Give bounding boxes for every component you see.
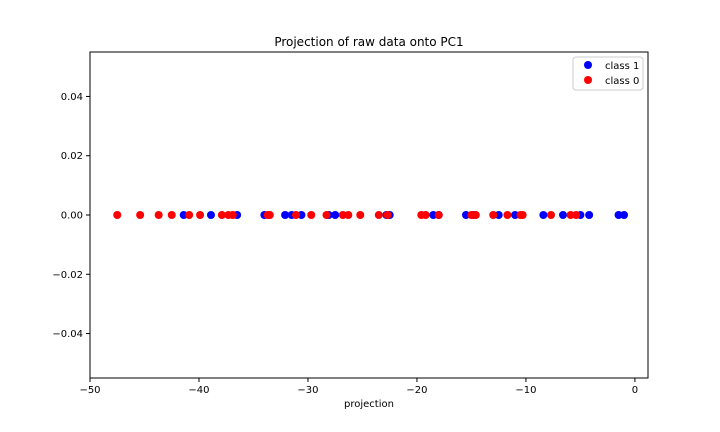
x-tick-label: −40 [188, 385, 209, 396]
point-class-1 [585, 211, 594, 219]
point-class-0 [228, 211, 237, 219]
legend-label-class-1: class 1 [605, 61, 639, 72]
y-tick-label: −0.04 [52, 329, 83, 340]
point-class-0 [344, 211, 353, 219]
x-axis-label: projection [344, 399, 394, 410]
point-class-0 [489, 211, 498, 219]
x-tick-label: −50 [79, 385, 100, 396]
point-class-0 [217, 211, 226, 219]
point-class-0 [263, 211, 272, 219]
y-tick-label: 0.02 [61, 151, 83, 162]
point-class-0 [167, 211, 176, 219]
point-class-0 [572, 211, 581, 219]
point-class-1 [281, 211, 290, 219]
legend-marker-class-0 [584, 76, 592, 84]
point-class-0 [136, 211, 145, 219]
point-class-0 [154, 211, 163, 219]
point-class-0 [421, 211, 430, 219]
point-class-1 [620, 211, 629, 219]
point-class-0 [196, 211, 205, 219]
point-class-1 [206, 211, 215, 219]
point-class-0 [307, 211, 316, 219]
point-class-0 [374, 211, 383, 219]
point-class-0 [518, 211, 527, 219]
y-tick-label: 0.04 [61, 92, 83, 103]
x-tick-label: −20 [406, 385, 427, 396]
point-class-0 [356, 211, 365, 219]
point-class-0 [185, 211, 194, 219]
legend-marker-class-1 [584, 61, 592, 69]
x-tick-label: 0 [632, 385, 638, 396]
y-tick-label: −0.02 [52, 270, 83, 281]
point-class-0 [547, 211, 556, 219]
point-class-0 [113, 211, 122, 219]
point-class-1 [539, 211, 548, 219]
y-tick-label: 0.00 [61, 211, 83, 222]
point-class-0 [503, 211, 512, 219]
chart-title: Projection of raw data onto PC1 [274, 35, 463, 49]
point-class-0 [291, 211, 300, 219]
point-class-0 [471, 211, 480, 219]
point-class-0 [434, 211, 443, 219]
point-class-0 [383, 211, 392, 219]
legend-label-class-0: class 0 [605, 76, 639, 87]
point-class-1 [331, 211, 340, 219]
point-class-1 [558, 211, 567, 219]
legend: class 1 class 0 [572, 56, 644, 91]
x-tick-label: −30 [297, 385, 318, 396]
x-tick-label: −10 [515, 385, 536, 396]
point-class-0 [322, 211, 331, 219]
